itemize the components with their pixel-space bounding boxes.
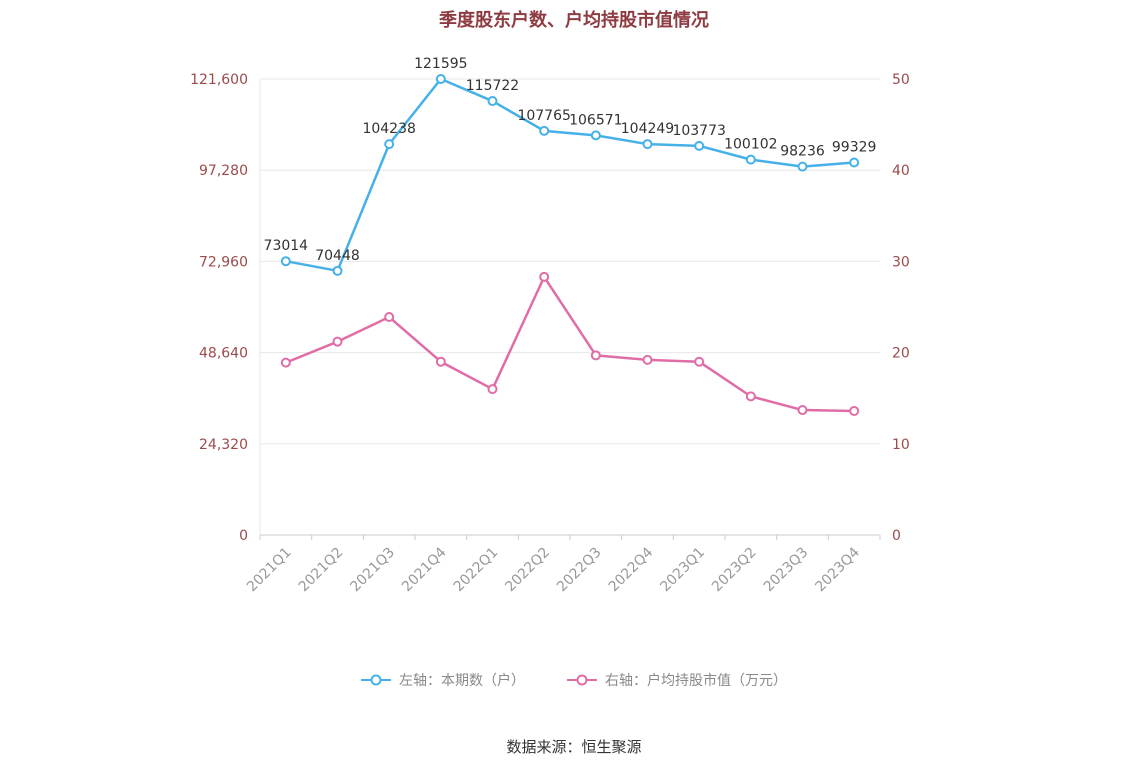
data-label: 103773	[672, 123, 725, 139]
chart-title: 季度股东户数、户均持股市值情况	[439, 10, 709, 31]
data-point[interactable]	[797, 405, 808, 416]
left-axis-tick-label: 48,640	[199, 346, 248, 362]
legend-label-shareholder-count: 左轴：本期数（户）	[399, 673, 525, 689]
right-axis-tick-label: 30	[892, 254, 910, 270]
data-label: 70448	[315, 248, 360, 264]
legend-item-avg-market-value[interactable]: 右轴：户均持股市值（万元）	[567, 670, 787, 690]
left-axis-tick-label: 97,280	[199, 163, 248, 179]
data-point[interactable]	[487, 96, 498, 107]
series-line-1	[285, 275, 855, 413]
right-axis-tick-label: 10	[892, 437, 910, 453]
x-axis-label: 2022Q4	[606, 544, 657, 595]
legend-label-avg-market-value: 右轴：户均持股市值（万元）	[605, 673, 787, 689]
legend-item-shareholder-count[interactable]: 左轴：本期数（户）	[361, 670, 525, 690]
data-point[interactable]	[435, 356, 446, 367]
x-axis-label: 2022Q3	[554, 545, 605, 596]
right-axis-tick-label: 40	[892, 163, 910, 179]
data-label: 107765	[517, 108, 570, 124]
data-point[interactable]	[745, 391, 756, 402]
data-point[interactable]	[694, 356, 705, 367]
left-axis-tick-label: 72,960	[199, 254, 248, 270]
x-axis-label: 2023Q3	[761, 545, 812, 596]
x-axis-label: 2023Q2	[709, 545, 760, 596]
data-point[interactable]	[745, 154, 756, 165]
x-axis-label: 2021Q1	[244, 545, 295, 596]
data-point[interactable]	[280, 357, 291, 368]
data-label: 98236	[780, 144, 825, 160]
blue-line-series-icon	[361, 674, 391, 686]
line-chart-canvas: 0 24,320 48,640 72,960 97,280 121,600 0 10 20 30 4…	[190, 56, 910, 596]
data-label: 100102	[724, 137, 777, 153]
data-point[interactable]	[849, 405, 860, 416]
data-label: 115722	[466, 78, 519, 94]
data-point[interactable]	[435, 74, 446, 85]
x-axis-label: 2023Q1	[657, 545, 708, 596]
data-label: 73014	[264, 238, 309, 254]
data-label: 121595	[414, 56, 467, 72]
left-axis-tick-label: 121,600	[190, 72, 248, 88]
data-point[interactable]	[694, 140, 705, 151]
data-point[interactable]	[797, 161, 808, 172]
x-axis-label: 2023Q4	[812, 544, 863, 595]
data-point[interactable]	[384, 139, 395, 150]
data-label: 104238	[362, 121, 415, 137]
series-line-0	[285, 77, 855, 273]
right-axis-tick-label: 0	[892, 528, 901, 544]
data-label: 104249	[621, 121, 674, 137]
data-point[interactable]	[849, 157, 860, 168]
x-axis-label: 2022Q1	[451, 545, 502, 596]
data-point[interactable]	[590, 130, 601, 141]
data-source: 数据来源：恒生聚源	[506, 738, 642, 756]
data-label: 106571	[569, 112, 622, 128]
x-axis-label: 2021Q3	[347, 545, 398, 596]
data-point[interactable]	[384, 312, 395, 323]
x-axis-label: 2022Q2	[502, 545, 553, 596]
data-point[interactable]	[539, 271, 550, 282]
data-point[interactable]	[590, 350, 601, 361]
data-point[interactable]	[642, 139, 653, 150]
data-point[interactable]	[487, 384, 498, 395]
right-axis-tick-label: 50	[892, 72, 910, 88]
chart-legend: 左轴：本期数（户） 右轴：户均持股市值（万元）	[0, 670, 1148, 690]
data-point[interactable]	[332, 265, 343, 276]
data-point[interactable]	[539, 125, 550, 136]
data-point[interactable]	[280, 256, 291, 267]
pink-line-series-icon	[567, 674, 597, 686]
data-point[interactable]	[332, 336, 343, 347]
data-point[interactable]	[642, 354, 653, 365]
data-label: 99329	[832, 140, 877, 156]
left-axis-tick-label: 24,320	[199, 437, 248, 453]
x-axis-label: 2021Q2	[296, 545, 347, 596]
right-axis-tick-label: 20	[892, 346, 910, 362]
x-axis-label: 2021Q4	[399, 544, 450, 595]
left-axis-tick-label: 0	[239, 528, 248, 544]
